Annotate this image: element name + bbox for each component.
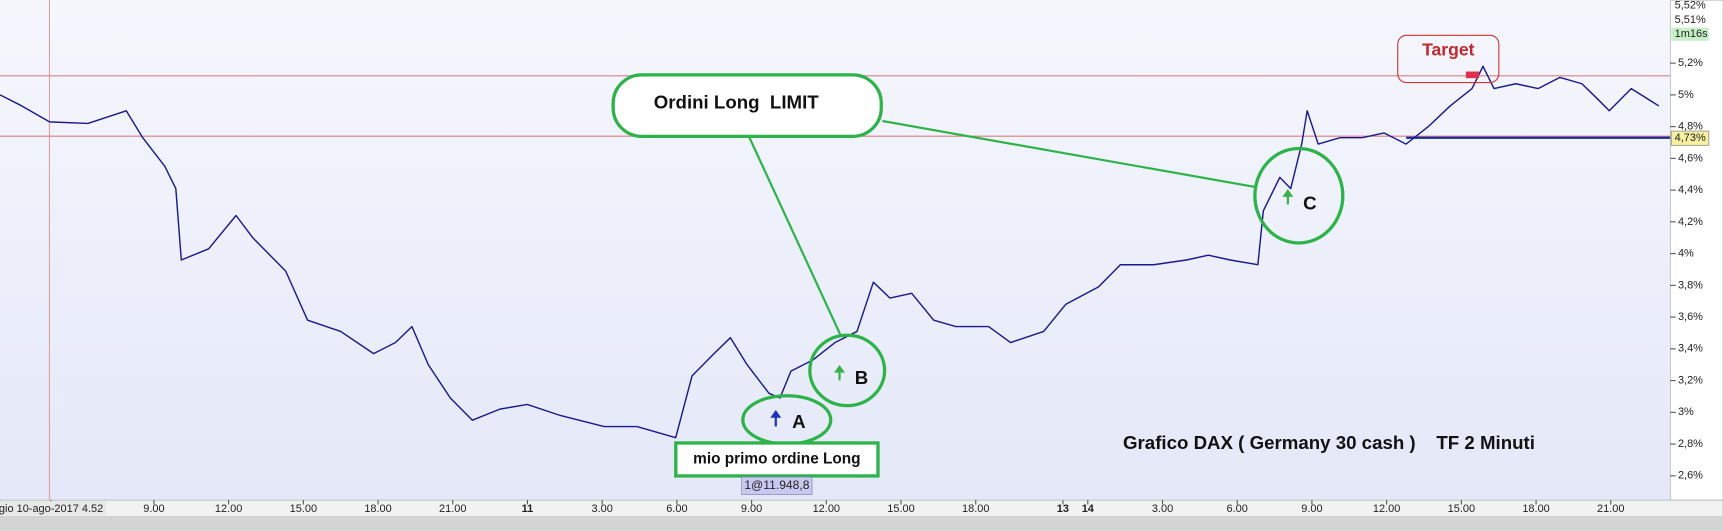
y-tick-label: 4,6% (1678, 152, 1703, 164)
x-tick-label: 18.00 (1522, 503, 1549, 515)
pointer-line (748, 137, 842, 336)
current-level-box (1670, 130, 1710, 146)
y-tick-label: 5% (1678, 89, 1694, 101)
x-tick-label: 12.00 (215, 503, 242, 515)
chart-title: Grafico DAX ( Germany 30 cash ) TF 2 Min… (1123, 432, 1535, 453)
x-tick-label: 12.00 (1373, 503, 1400, 515)
x-tick-label: 18.00 (364, 503, 391, 515)
y-tick-label: 3,4% (1678, 343, 1703, 355)
y-tick-label: 3% (1678, 406, 1694, 418)
label-b: B (855, 367, 868, 388)
target-label: Target (1422, 39, 1475, 59)
fill-label: 1@11.948,8 (744, 478, 809, 492)
y-tick-label: 3,8% (1678, 279, 1703, 291)
x-tick-label: 11 (522, 503, 534, 515)
first-order-box (674, 441, 880, 478)
x-tick-label: 15.00 (887, 503, 914, 515)
x-tick-label: 6.00 (666, 503, 687, 515)
x-tick-label: 9.00 (143, 503, 164, 515)
x-tick-label: 18.00 (962, 503, 989, 515)
pointer-line (882, 119, 1256, 189)
scrollbar (0, 516, 1723, 531)
label-a: A (792, 411, 805, 432)
current-level-label: 4,73% (1675, 132, 1706, 144)
label-c: C (1303, 192, 1316, 213)
circle-b (808, 333, 887, 408)
arrow-b (834, 364, 846, 381)
y-tick-label: 3,6% (1678, 311, 1703, 323)
y-tick-label: 4% (1678, 248, 1694, 260)
x-tick-label: gio 10-ago-2017 4.52 (0, 503, 103, 515)
y-tick-label: 4,8% (1678, 121, 1703, 133)
x-tick-label: 15.00 (290, 503, 317, 515)
y-tick-label: 4,4% (1678, 184, 1703, 196)
first-order-label: mio primo ordine Long (693, 451, 860, 468)
y-tick-label: 4,2% (1678, 216, 1703, 228)
arrow-a (770, 409, 782, 427)
x-tick-label: 15.00 (1448, 503, 1475, 515)
price-line (0, 65, 1660, 439)
x-tick-label: 3.00 (591, 503, 612, 515)
x-tick-label: 21.00 (1597, 503, 1624, 515)
x-tick-label: 3.00 (1152, 503, 1173, 515)
orders-box (611, 73, 883, 139)
y-tick-label: 3,2% (1678, 374, 1703, 386)
x-tick-label: 9.00 (1301, 503, 1322, 515)
target-box (1397, 34, 1500, 84)
x-tick-label: 6.00 (1227, 503, 1248, 515)
timer-box (1671, 27, 1709, 41)
x-tick-label: 12.00 (813, 503, 840, 515)
y-tick-label: 2,6% (1678, 470, 1703, 482)
axis-header: 5,52% (1675, 0, 1706, 12)
orders-label: Ordini Long LIMIT (654, 91, 819, 112)
x-tick-label: 13 (1057, 503, 1069, 515)
axis-header: 5,51% (1675, 14, 1706, 26)
x-tick-highlight (0, 501, 106, 516)
circle-c (1253, 146, 1345, 245)
target-marker (1465, 71, 1480, 79)
x-tick-label: 21.00 (439, 503, 466, 515)
y-tick-label: 5,2% (1678, 57, 1703, 69)
axis-header: 1m16s (1675, 28, 1708, 40)
x-tick-label: 14 (1082, 503, 1095, 515)
x-tick-label: 9.00 (741, 503, 762, 515)
y-axis-panel (1669, 0, 1723, 501)
y-tick-label: 2,8% (1678, 438, 1703, 450)
fill-box (741, 476, 813, 495)
